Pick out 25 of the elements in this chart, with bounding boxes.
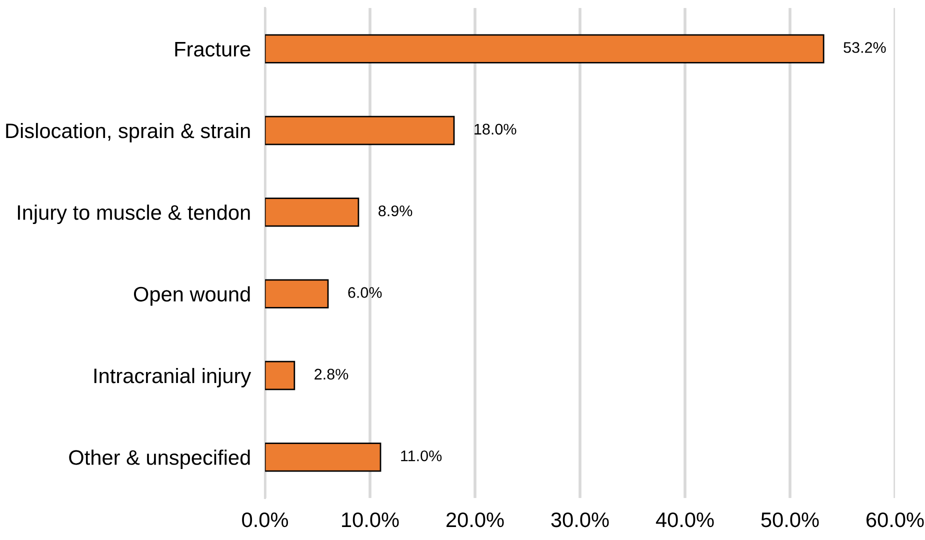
x-tick-label: 20.0% [446,512,504,528]
y-tick-label: Fracture [175,42,250,57]
y-tick-label: Other & unspecified [69,450,250,470]
x-tick-label: 50.0% [761,512,819,528]
y-tick-label: Injury to muscle & tendon [18,204,250,224]
x-tick-label: 30.0% [551,512,609,528]
x-tick-label: 40.0% [656,512,714,528]
data-label: 11.0% [401,450,442,462]
data-label: 53.2% [844,42,886,53]
data-label: 8.9% [378,205,412,216]
bar [265,116,455,146]
bar [265,34,824,64]
data-label: 18.0% [474,124,516,135]
bar [265,442,382,472]
bar [265,360,296,390]
y-tick-label: Intracranial injury [94,368,252,388]
y-tick-label: Open wound [134,286,250,306]
y-tick-label: Dislocation, sprain & strain [6,122,250,142]
bar [265,198,360,227]
bar [265,279,329,308]
x-tick-label: 10.0% [342,512,399,528]
x-tick-label: 0.0% [242,512,288,528]
data-label: 2.8% [314,368,348,380]
x-tick-label: 60.0% [866,512,924,528]
data-label: 6.0% [348,287,382,298]
